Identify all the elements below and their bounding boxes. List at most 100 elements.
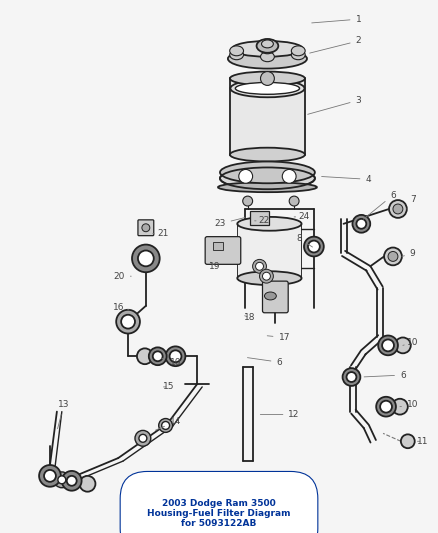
Text: 24: 24 <box>294 212 310 221</box>
Circle shape <box>153 351 162 361</box>
Circle shape <box>116 310 140 334</box>
Text: 4: 4 <box>321 175 371 184</box>
Circle shape <box>239 169 253 183</box>
Bar <box>213 241 223 249</box>
Ellipse shape <box>218 182 317 192</box>
Text: 1: 1 <box>312 15 361 23</box>
Circle shape <box>308 240 320 253</box>
Text: 6: 6 <box>364 191 396 219</box>
Text: 18: 18 <box>244 313 255 322</box>
Ellipse shape <box>230 79 304 98</box>
Text: 10: 10 <box>403 338 418 347</box>
Circle shape <box>262 272 270 280</box>
Circle shape <box>138 251 154 266</box>
Text: 6: 6 <box>364 370 406 379</box>
Circle shape <box>289 196 299 206</box>
Circle shape <box>62 471 81 491</box>
Text: 7: 7 <box>407 195 416 209</box>
Circle shape <box>401 434 415 448</box>
Bar <box>230 78 305 155</box>
Ellipse shape <box>291 50 305 60</box>
Circle shape <box>260 269 273 283</box>
Ellipse shape <box>230 50 244 60</box>
Circle shape <box>142 224 150 232</box>
Ellipse shape <box>230 46 244 56</box>
Text: 9: 9 <box>402 249 416 258</box>
FancyBboxPatch shape <box>138 220 154 236</box>
Circle shape <box>389 200 407 218</box>
Circle shape <box>395 337 411 353</box>
Circle shape <box>382 340 394 351</box>
Circle shape <box>388 252 398 261</box>
Circle shape <box>137 349 153 364</box>
Ellipse shape <box>237 217 301 231</box>
Circle shape <box>132 245 160 272</box>
Text: 2003 Dodge Ram 3500
Housing-Fuel Filter Diagram
for 5093122AB: 2003 Dodge Ram 3500 Housing-Fuel Filter … <box>147 498 291 528</box>
Text: 2: 2 <box>310 36 361 53</box>
Circle shape <box>67 476 77 486</box>
Circle shape <box>243 196 253 206</box>
Text: 20: 20 <box>113 272 131 281</box>
Circle shape <box>261 71 274 85</box>
Circle shape <box>139 434 147 442</box>
Circle shape <box>54 472 70 488</box>
Circle shape <box>393 204 403 214</box>
Circle shape <box>162 422 170 430</box>
Text: 16: 16 <box>113 303 129 312</box>
Ellipse shape <box>237 271 301 285</box>
Circle shape <box>80 476 95 491</box>
Text: 10: 10 <box>400 400 418 409</box>
Ellipse shape <box>291 46 305 56</box>
Text: 3: 3 <box>307 96 361 114</box>
Circle shape <box>378 335 398 356</box>
Circle shape <box>159 418 173 432</box>
Circle shape <box>384 247 402 265</box>
Text: 14: 14 <box>155 417 181 430</box>
Ellipse shape <box>261 44 274 54</box>
Circle shape <box>282 169 296 183</box>
Ellipse shape <box>228 49 307 69</box>
Circle shape <box>39 465 61 487</box>
Text: 22: 22 <box>254 216 270 225</box>
Circle shape <box>376 397 396 417</box>
Ellipse shape <box>230 148 305 161</box>
Bar <box>250 211 269 225</box>
Ellipse shape <box>261 52 274 62</box>
Text: 15: 15 <box>163 382 174 391</box>
Text: 23: 23 <box>214 217 245 228</box>
Circle shape <box>135 431 151 446</box>
Circle shape <box>353 215 370 233</box>
FancyBboxPatch shape <box>205 237 241 264</box>
Circle shape <box>166 346 185 366</box>
Text: 21: 21 <box>153 229 168 238</box>
Ellipse shape <box>261 40 273 48</box>
FancyBboxPatch shape <box>262 281 288 313</box>
Text: 17: 17 <box>267 333 290 342</box>
Circle shape <box>380 401 392 413</box>
Text: 12: 12 <box>260 410 300 419</box>
Ellipse shape <box>220 167 315 189</box>
Bar <box>238 224 301 278</box>
Circle shape <box>343 368 360 386</box>
Text: 13: 13 <box>57 400 70 429</box>
Circle shape <box>58 476 66 484</box>
Circle shape <box>357 219 366 229</box>
Text: 10: 10 <box>161 358 181 367</box>
Circle shape <box>253 260 266 273</box>
Text: 11: 11 <box>417 437 428 446</box>
Ellipse shape <box>232 41 303 56</box>
Circle shape <box>346 372 357 382</box>
Circle shape <box>256 262 264 270</box>
Circle shape <box>149 348 166 365</box>
Text: 19: 19 <box>209 262 221 271</box>
Ellipse shape <box>230 71 305 85</box>
Circle shape <box>44 470 56 482</box>
Circle shape <box>304 237 324 256</box>
Circle shape <box>121 315 135 328</box>
Ellipse shape <box>265 292 276 300</box>
Circle shape <box>392 399 408 415</box>
Ellipse shape <box>235 83 300 94</box>
Text: 8: 8 <box>296 234 313 247</box>
Text: 6: 6 <box>247 358 282 367</box>
Ellipse shape <box>257 39 278 53</box>
